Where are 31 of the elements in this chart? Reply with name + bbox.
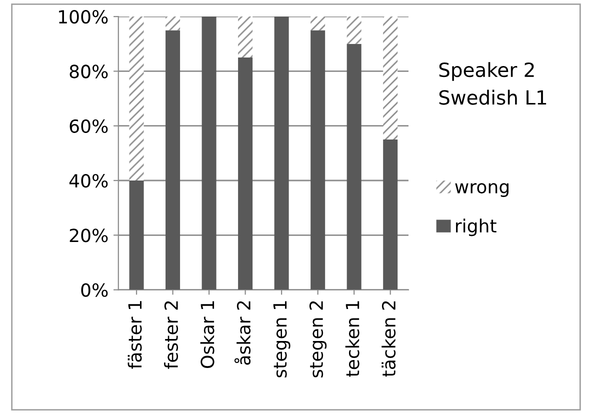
y-tick-label: 60%	[70, 119, 108, 133]
bar	[166, 30, 180, 290]
x-tick-label: fester 2	[164, 301, 178, 369]
legend-label: wrong	[455, 183, 508, 197]
bar	[383, 140, 398, 290]
bar	[202, 16, 216, 290]
bar	[310, 16, 326, 30]
y-tick-label: 20%	[70, 228, 108, 242]
y-tick-label: 40%	[69, 174, 108, 188]
x-tick-label: fäster 1	[128, 301, 142, 369]
y-tick-label: 0%	[81, 283, 108, 297]
bar	[238, 58, 253, 290]
bar	[274, 16, 289, 290]
x-tick-label: Oskar 1	[200, 301, 214, 368]
x-tick-label: åskar 2	[234, 301, 251, 365]
bar	[166, 16, 180, 30]
x-tick-label: täcken 2	[382, 301, 396, 377]
x-tick-label: stegen 1	[273, 301, 290, 378]
bar	[346, 16, 362, 44]
bar	[129, 180, 144, 290]
bar	[129, 16, 144, 181]
x-tick-label: tecken 1	[345, 301, 360, 377]
y-tick-label: 80%	[70, 64, 108, 78]
bar	[346, 44, 362, 290]
bar	[383, 16, 398, 140]
text: Speaker 2 Swedish L1	[439, 62, 546, 105]
bar	[238, 16, 253, 58]
x-tick-label: stegen 2	[309, 301, 327, 378]
bar	[310, 30, 326, 290]
y-tick-label: 100%	[59, 10, 108, 24]
legend-label: right	[456, 218, 496, 236]
